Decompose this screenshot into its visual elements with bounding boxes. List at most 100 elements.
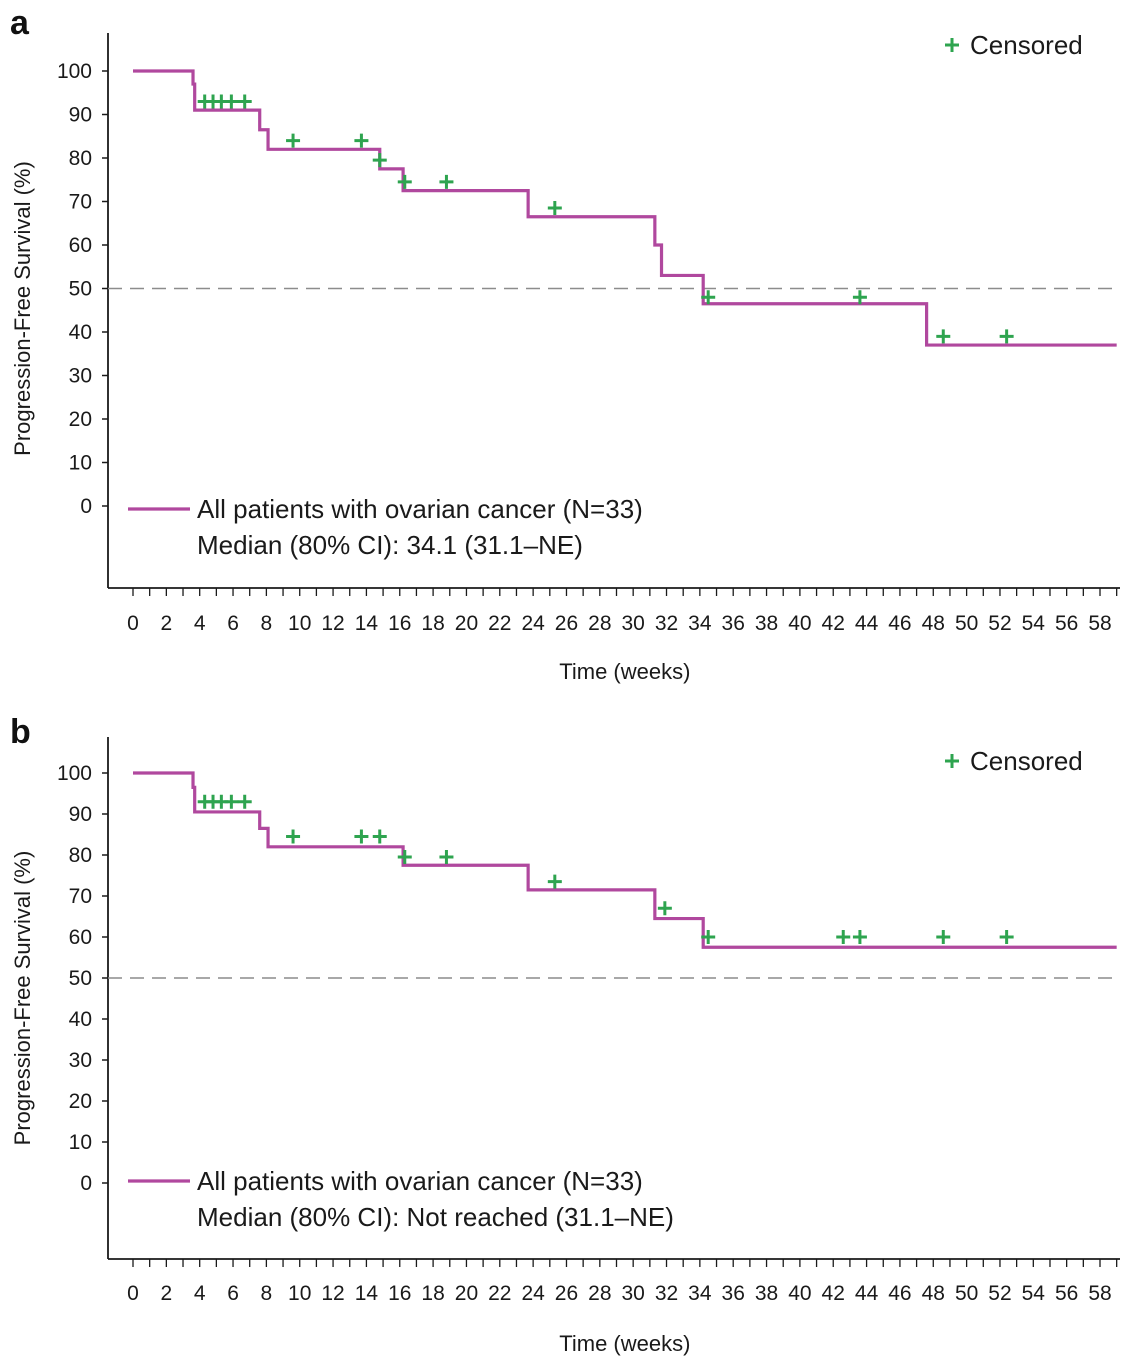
x-tick-label: 14: [355, 612, 379, 635]
censor-mark: [286, 133, 301, 148]
y-tick-label: 20: [69, 408, 92, 431]
x-tick-label: 42: [822, 612, 845, 635]
x-tick-label: 46: [888, 1282, 911, 1305]
y-tick-label: 100: [57, 762, 92, 785]
censor-mark: [701, 930, 716, 944]
y-tick-label: 50: [69, 278, 92, 301]
x-tick-label: 2: [161, 612, 173, 635]
y-tick-label: 80: [69, 147, 92, 170]
censor-mark: [224, 94, 239, 109]
x-tick-label: 50: [955, 612, 978, 635]
x-tick-label: 40: [788, 612, 811, 635]
x-tick-label: 30: [621, 612, 644, 635]
y-tick-label: 70: [69, 885, 92, 908]
km-curve: [133, 69, 1117, 347]
censor-mark: [439, 850, 454, 865]
censor-mark: [657, 901, 672, 916]
x-tick-label: 44: [855, 1282, 879, 1305]
y-tick-label: 0: [80, 1172, 92, 1195]
x-tick-label: 24: [521, 612, 545, 635]
censor-mark: [372, 829, 387, 844]
x-tick-label: 4: [194, 1282, 206, 1305]
x-tick-label: 28: [588, 1282, 611, 1305]
x-tick-label: 54: [1022, 1282, 1046, 1305]
y-tick-label: 0: [80, 495, 92, 518]
x-tick-label: 34: [688, 612, 712, 635]
x-tick-label: 12: [321, 612, 344, 635]
x-tick-label: 56: [1055, 612, 1078, 635]
censor-mark: [852, 930, 867, 944]
x-tick-label: 56: [1055, 1282, 1078, 1305]
x-tick-label: 20: [455, 1282, 478, 1305]
x-tick-label: 22: [488, 1282, 511, 1305]
legend-median-label: Median (80% CI): Not reached (31.1–NE): [197, 1202, 674, 1232]
x-tick-label: 38: [755, 612, 778, 635]
x-tick-label: 36: [722, 612, 745, 635]
legend-censored-label: Censored: [970, 30, 1083, 60]
y-tick-label: 60: [69, 234, 92, 257]
x-axis-title: Time (weeks): [559, 1331, 690, 1356]
x-tick-label: 50: [955, 1282, 978, 1305]
censor-mark: [701, 290, 716, 305]
x-tick-label: 6: [227, 1282, 239, 1305]
x-tick-label: 10: [288, 612, 311, 635]
y-tick-label: 20: [69, 1090, 92, 1113]
x-tick-label: 54: [1022, 612, 1046, 635]
x-tick-label: 44: [855, 612, 879, 635]
legend-censor-icon: [945, 754, 959, 768]
x-tick-label: 28: [588, 612, 611, 635]
x-tick-label: 52: [988, 1282, 1011, 1305]
y-tick-label: 10: [69, 1131, 92, 1154]
x-tick-label: 4: [194, 612, 206, 635]
y-tick-label: 50: [69, 967, 92, 990]
x-tick-label: 20: [455, 612, 478, 635]
censor-mark: [354, 829, 369, 844]
y-tick-label: 80: [69, 844, 92, 867]
x-tick-label: 10: [288, 1282, 311, 1305]
x-tick-label: 26: [555, 1282, 578, 1305]
censor-mark: [224, 794, 239, 809]
x-tick-label: 34: [688, 1282, 712, 1305]
censor-mark: [999, 329, 1014, 344]
y-tick-label: 30: [69, 365, 92, 388]
x-tick-label: 48: [922, 612, 945, 635]
legend-series-label: All patients with ovarian cancer (N=33): [197, 1166, 643, 1196]
x-tick-label: 22: [488, 612, 511, 635]
censor-mark: [397, 850, 412, 865]
legend-series-label: All patients with ovarian cancer (N=33): [197, 494, 643, 524]
x-tick-label: 38: [755, 1282, 778, 1305]
legend-censor-icon: [945, 38, 959, 52]
x-tick-label: 58: [1088, 612, 1111, 635]
y-tick-label: 90: [69, 104, 92, 127]
censor-mark: [999, 930, 1014, 944]
censor-mark: [547, 201, 562, 216]
y-axis-title: Progression-Free Survival (%): [10, 851, 35, 1146]
y-tick-label: 40: [69, 1008, 92, 1031]
x-tick-label: 18: [421, 1282, 444, 1305]
censor-mark: [237, 94, 252, 109]
x-tick-label: 46: [888, 612, 911, 635]
censor-mark: [852, 290, 867, 305]
x-tick-label: 30: [621, 1282, 644, 1305]
x-tick-label: 6: [227, 612, 239, 635]
x-tick-label: 32: [655, 612, 678, 635]
x-tick-label: 18: [421, 612, 444, 635]
x-tick-label: 52: [988, 612, 1011, 635]
x-tick-label: 16: [388, 1282, 411, 1305]
x-axis-title: Time (weeks): [559, 659, 690, 684]
y-tick-label: 100: [57, 60, 92, 83]
x-tick-label: 32: [655, 1282, 678, 1305]
y-tick-label: 70: [69, 191, 92, 214]
x-tick-label: 16: [388, 612, 411, 635]
censor-mark: [397, 174, 412, 189]
x-tick-label: 36: [722, 1282, 745, 1305]
legend-censored-label: Censored: [970, 746, 1083, 776]
censor-mark: [286, 829, 301, 844]
censor-mark: [372, 153, 387, 168]
km-curve: [133, 771, 1117, 949]
y-axis-title: Progression-Free Survival (%): [10, 161, 35, 456]
censor-mark: [237, 794, 252, 809]
